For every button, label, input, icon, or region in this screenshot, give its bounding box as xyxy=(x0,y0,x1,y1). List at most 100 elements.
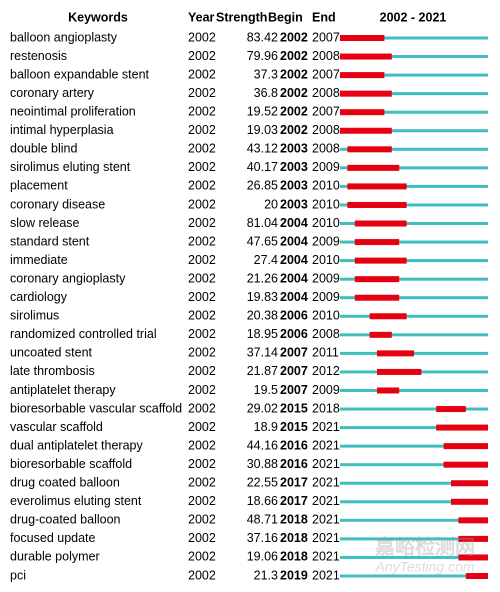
strength: 27.4 xyxy=(254,253,278,267)
burst-bar xyxy=(354,220,407,227)
begin: 2017 xyxy=(280,476,308,490)
strength: 19.03 xyxy=(247,123,278,137)
strength: 18.66 xyxy=(247,494,278,508)
end: 2021 xyxy=(312,457,340,471)
strength: 20 xyxy=(264,197,278,211)
end: 2021 xyxy=(312,550,340,564)
year: 2002 xyxy=(188,550,216,564)
begin: 2018 xyxy=(280,550,308,564)
end: 2008 xyxy=(312,142,340,156)
burst-bar xyxy=(340,127,392,134)
end: 2008 xyxy=(312,49,340,63)
burst-bar xyxy=(354,294,400,301)
column-header: 2002 - 2021 xyxy=(380,10,447,24)
year: 2002 xyxy=(188,142,216,156)
year: 2002 xyxy=(188,346,216,360)
keyword: drug-coated balloon xyxy=(10,513,121,527)
strength: 79.96 xyxy=(247,49,278,63)
begin: 2007 xyxy=(280,364,308,378)
burst-bar xyxy=(451,498,488,505)
timeline xyxy=(340,574,488,578)
strength: 30.88 xyxy=(247,457,278,471)
keyword: drug coated balloon xyxy=(10,476,120,490)
timeline xyxy=(340,277,488,281)
keyword: double blind xyxy=(10,142,77,156)
keyword: balloon expandable stent xyxy=(10,67,150,81)
end: 2011 xyxy=(312,346,339,360)
burst-bar xyxy=(443,443,488,450)
begin: 2006 xyxy=(280,309,308,323)
keyword: durable polymer xyxy=(10,550,100,564)
end: 2012 xyxy=(312,364,340,378)
burst-bar xyxy=(347,183,407,190)
begin: 2018 xyxy=(280,513,308,527)
begin: 2006 xyxy=(280,327,308,341)
keyword: focused update xyxy=(10,531,96,545)
timeline xyxy=(340,222,488,226)
keyword: vascular scaffold xyxy=(10,420,103,434)
end: 2007 xyxy=(312,105,340,119)
burst-bar xyxy=(377,350,414,357)
keyword: sirolimus eluting stent xyxy=(10,160,131,174)
burst-bar xyxy=(377,387,400,394)
timeline xyxy=(340,481,488,485)
end: 2021 xyxy=(312,513,340,527)
year: 2002 xyxy=(188,401,216,415)
keyword: balloon angioplasty xyxy=(10,30,118,44)
end: 2007 xyxy=(312,67,340,81)
year: 2002 xyxy=(188,513,216,527)
end: 2009 xyxy=(312,271,340,285)
year: 2002 xyxy=(188,494,216,508)
column-header: End xyxy=(312,10,336,24)
begin: 2004 xyxy=(280,271,308,285)
timeline xyxy=(340,333,488,337)
strength: 20.38 xyxy=(247,309,278,323)
strength: 81.04 xyxy=(247,216,278,230)
keyword: intimal hyperplasia xyxy=(10,123,114,137)
begin: 2002 xyxy=(280,67,308,81)
keyword: randomized controlled trial xyxy=(10,327,157,341)
year: 2002 xyxy=(188,179,216,193)
burst-bar xyxy=(347,201,407,208)
strength: 22.55 xyxy=(247,476,278,490)
strength: 43.12 xyxy=(247,142,278,156)
year: 2002 xyxy=(188,476,216,490)
end: 2009 xyxy=(312,290,340,304)
begin: 2018 xyxy=(280,531,308,545)
keyword: standard stent xyxy=(10,234,90,248)
timeline xyxy=(340,184,488,188)
burst-bar xyxy=(354,239,400,246)
strength: 37.16 xyxy=(247,531,278,545)
timeline xyxy=(340,407,488,411)
strength: 21.87 xyxy=(247,364,278,378)
year: 2002 xyxy=(188,197,216,211)
keyword: sirolimus xyxy=(10,309,59,323)
year: 2002 xyxy=(188,123,216,137)
year: 2002 xyxy=(188,253,216,267)
timeline xyxy=(340,518,488,522)
strength: 48.71 xyxy=(247,513,278,527)
burst-bar xyxy=(340,53,392,60)
begin: 2002 xyxy=(280,30,308,44)
begin: 2003 xyxy=(280,179,308,193)
end: 2021 xyxy=(312,568,340,582)
year: 2002 xyxy=(188,420,216,434)
year: 2002 xyxy=(188,271,216,285)
begin: 2004 xyxy=(280,216,308,230)
keyword: coronary angioplasty xyxy=(10,271,126,285)
keyword: pci xyxy=(10,568,26,582)
begin: 2016 xyxy=(280,457,308,471)
begin: 2016 xyxy=(280,438,308,452)
timeline xyxy=(340,73,488,77)
strength: 19.5 xyxy=(254,383,278,397)
keyword: everolimus eluting stent xyxy=(10,494,142,508)
end: 2010 xyxy=(312,216,340,230)
keyword: coronary disease xyxy=(10,197,105,211)
end: 2008 xyxy=(312,327,340,341)
burst-bar xyxy=(369,331,392,338)
strength: 47.65 xyxy=(247,234,278,248)
timeline xyxy=(340,500,488,504)
end: 2008 xyxy=(312,123,340,137)
year: 2002 xyxy=(188,290,216,304)
strength: 19.52 xyxy=(247,105,278,119)
